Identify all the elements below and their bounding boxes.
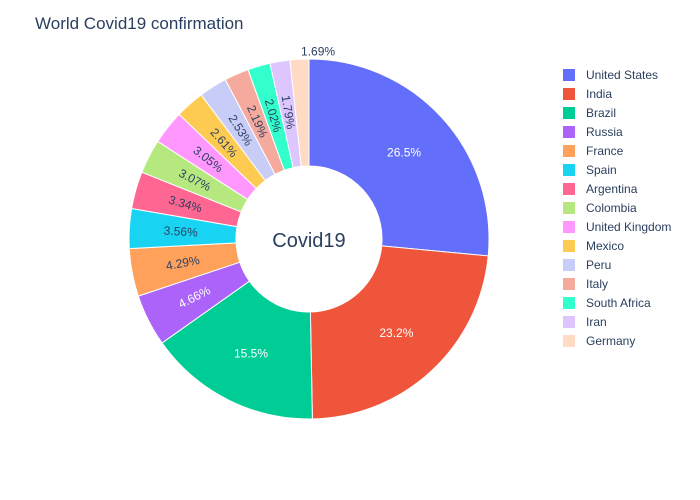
legend-swatch-south-africa[interactable] — [563, 297, 575, 309]
legend-label-spain[interactable]: Spain — [586, 163, 617, 177]
legend-swatch-iran[interactable] — [563, 316, 575, 328]
legend-swatch-united-kingdom[interactable] — [563, 221, 575, 233]
slice-label-germany: 1.69% — [301, 44, 335, 58]
legend-swatch-united-states[interactable] — [563, 69, 575, 81]
legend-swatch-argentina[interactable] — [563, 183, 575, 195]
legend-label-brazil[interactable]: Brazil — [586, 106, 616, 120]
legend-label-iran[interactable]: Iran — [586, 315, 607, 329]
legend-label-united-states[interactable]: United States — [586, 68, 658, 82]
slice-germany — [289, 58, 310, 167]
slice-india — [309, 245, 489, 420]
slice-label-spain: 3.56% — [163, 224, 198, 240]
legend-label-south-africa[interactable]: South Africa — [586, 296, 651, 310]
chart-title: World Covid19 confirmation — [35, 14, 244, 33]
slice-label-france: 4.29% — [165, 253, 201, 273]
pie-slices — [128, 58, 490, 420]
slice-brazil — [161, 280, 313, 420]
legend-swatch-italy[interactable] — [563, 278, 575, 290]
center-label: Covid19 — [272, 230, 345, 252]
legend-label-argentina[interactable]: Argentina — [586, 182, 638, 196]
slice-label-india: 23.2% — [379, 326, 413, 340]
slice-label-united-states: 26.5% — [387, 146, 421, 160]
legend-swatch-india[interactable] — [563, 88, 575, 100]
legend-label-italy[interactable]: Italy — [586, 277, 608, 291]
legend-label-france[interactable]: France — [586, 144, 624, 158]
slice-label-brazil: 15.5% — [234, 347, 268, 361]
legend: United States India Brazil Russia France Spai… — [563, 68, 671, 348]
legend-swatch-colombia[interactable] — [563, 202, 575, 214]
legend-label-mexico[interactable]: Mexico — [586, 239, 624, 253]
legend-swatch-peru[interactable] — [563, 259, 575, 271]
legend-swatch-brazil[interactable] — [563, 107, 575, 119]
legend-swatch-russia[interactable] — [563, 126, 575, 138]
slice-united-states — [308, 58, 490, 257]
legend-swatch-france[interactable] — [563, 145, 575, 157]
legend-label-india[interactable]: India — [586, 87, 612, 101]
legend-swatch-mexico[interactable] — [563, 240, 575, 252]
legend-swatch-spain[interactable] — [563, 164, 575, 176]
legend-label-united-kingdom[interactable]: United Kingdom — [586, 220, 671, 234]
slice-label-iran: 1.79% — [279, 94, 298, 130]
legend-swatch-germany[interactable] — [563, 335, 575, 347]
legend-label-russia[interactable]: Russia — [586, 125, 623, 139]
legend-label-peru[interactable]: Peru — [586, 258, 611, 272]
legend-label-colombia[interactable]: Colombia — [586, 201, 637, 215]
legend-label-germany[interactable]: Germany — [586, 334, 635, 348]
